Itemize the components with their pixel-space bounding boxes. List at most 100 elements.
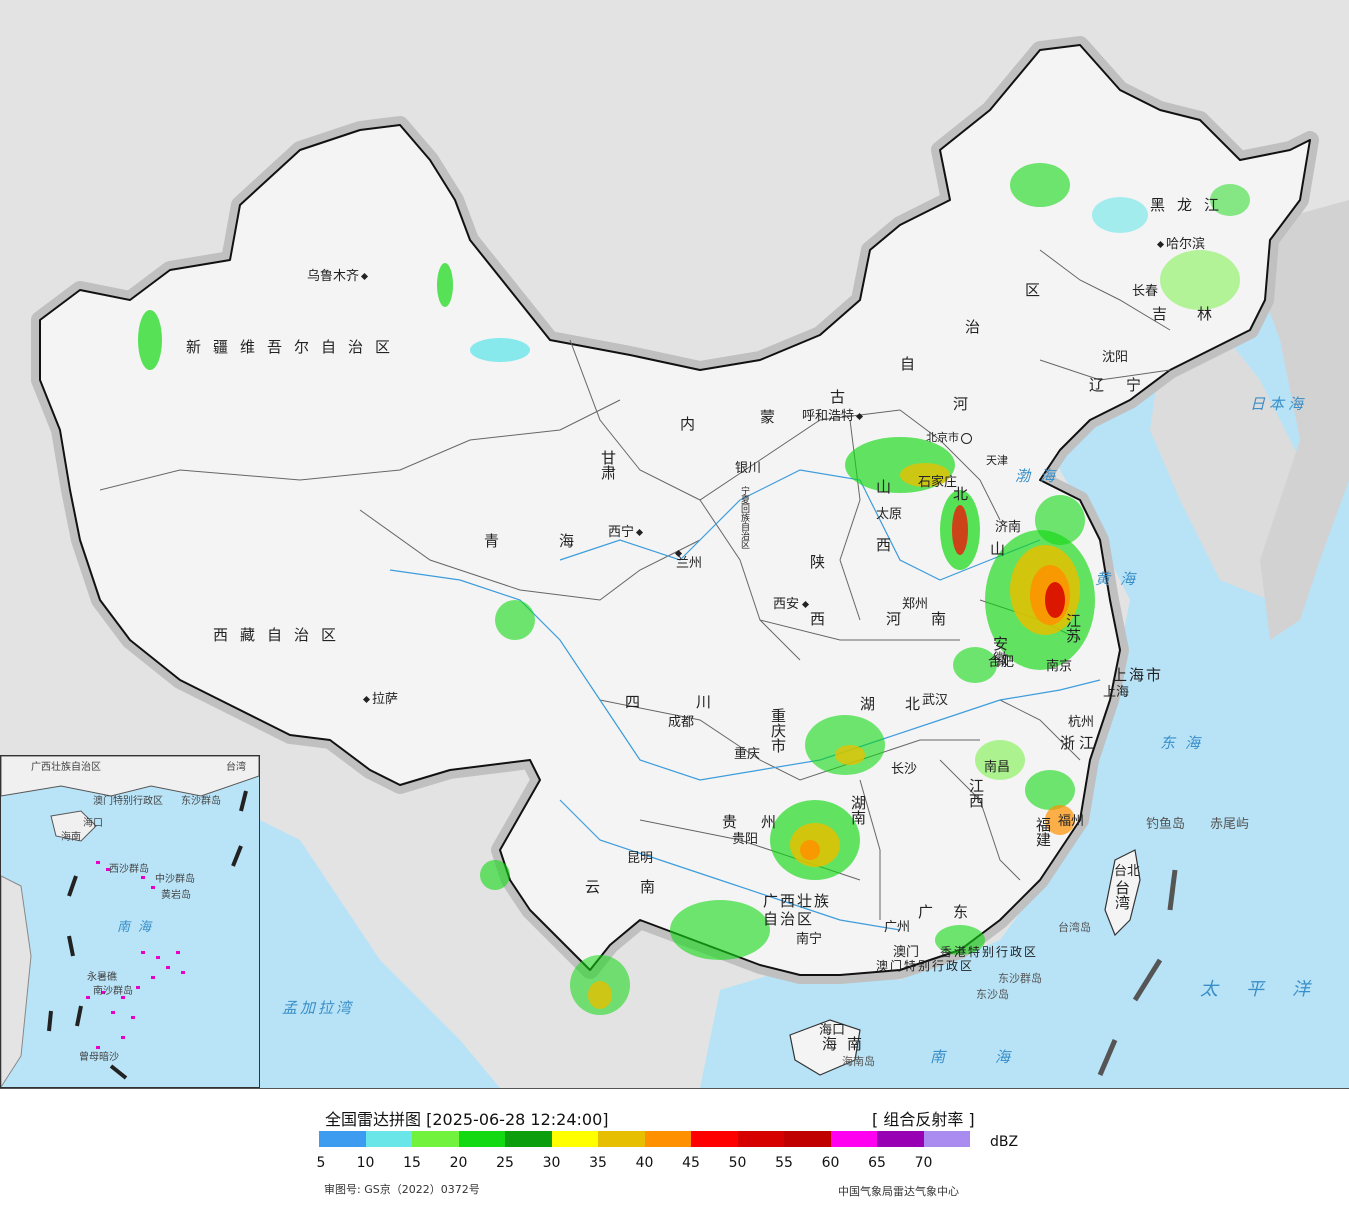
province-fujian: 福建 [1034, 817, 1052, 847]
island-chiwei: 赤尾屿 [1210, 817, 1250, 832]
agency-credit: 中国气象局雷达气象中心 [838, 1185, 959, 1198]
inset-dongsha: 东沙群岛 [181, 796, 221, 807]
color-swatch [598, 1131, 645, 1147]
city-urumqi: 乌鲁木齐 [307, 270, 370, 283]
province-guangxi: 广西壮族自治区 [763, 892, 832, 928]
city-changsha: 长沙 [891, 762, 918, 777]
city-chongqing: 重庆 [734, 747, 761, 762]
scale-tick-label: 30 [542, 1155, 561, 1171]
province-taiwan: 台湾 [1113, 880, 1131, 910]
scale-tick-label: 35 [589, 1155, 607, 1171]
map-approval-number: 审图号: GS京（2022）0372号 [324, 1183, 480, 1196]
scale-tick-label: 20 [449, 1155, 468, 1171]
inset-zengmu: 曾母暗沙 [79, 1052, 119, 1063]
city-xining: 西宁 [608, 526, 645, 539]
inset-zhongsha: 中沙群岛 [155, 874, 195, 885]
scale-tick-label: 55 [775, 1155, 793, 1171]
sea-bengal: 孟加拉湾 [282, 999, 355, 1017]
province-hebei-bei: 北 [953, 485, 981, 503]
sea-donghai: 东海 [1160, 734, 1211, 752]
city-wuhan: 武汉 [922, 693, 949, 708]
scale-tick-label: 65 [868, 1155, 886, 1171]
province-shaanxi-xi: 西 [810, 610, 838, 628]
sea-nanhai: 南海 [930, 1048, 1061, 1066]
city-nanning: 南宁 [796, 932, 823, 947]
province-xinjiang: 新疆维吾尔自治区 [186, 338, 403, 356]
city-guiyang: 贵阳 [732, 832, 759, 847]
sea-huanghai: 黄海 [1095, 570, 1146, 588]
province-qinghai: 青海 [484, 532, 635, 550]
province-shanxi-xi: 西 [876, 536, 904, 554]
bengal-sea-area [260, 820, 500, 1088]
province-shanghai: 上海市 [1112, 666, 1164, 684]
province-shaanxi-shan: 陕 [810, 553, 838, 571]
city-jinan: 济南 [995, 520, 1022, 535]
inset-taiwan: 台湾 [226, 762, 246, 773]
color-swatch [458, 1131, 505, 1147]
color-swatch [551, 1131, 598, 1147]
scale-tick-label: 15 [403, 1155, 421, 1171]
province-hk: 香港特别行政区 [940, 945, 1039, 959]
sea-boundary-dashes [1097, 869, 1178, 1076]
city-yinchuan: 银川 [735, 461, 762, 476]
city-macau: 澳门 [893, 945, 920, 960]
island-taiwan: 台湾岛 [1058, 921, 1091, 934]
island-dongsha: 东沙岛 [976, 988, 1009, 1001]
province-heilongjiang: 黑龙江 [1150, 196, 1232, 214]
color-swatch [784, 1131, 831, 1147]
province-zhejiang: 浙江 [1060, 734, 1099, 752]
city-shenyang: 沈阳 [1102, 350, 1129, 365]
city-lanzhou-label: 兰州 [676, 556, 703, 571]
inset-map [1, 756, 259, 1087]
province-yunnan: 云南 [585, 878, 696, 896]
south-china-sea-inset: 澳门特别行政区 广西壮族自治区 海口 海南 西沙群岛 中沙群岛 黄岩岛 南沙群岛… [0, 755, 260, 1088]
sea-bohai: 渤海 [1015, 467, 1066, 485]
scale-tick-label: 5 [316, 1155, 326, 1171]
color-swatch [644, 1131, 691, 1147]
sea-japan: 日本海 [1250, 395, 1308, 413]
province-macau: 澳门特别行政区 [876, 959, 975, 973]
korea-land [1150, 330, 1300, 600]
city-shanghai: 上海 [1103, 685, 1130, 700]
inset-huangyan: 黄岩岛 [161, 890, 191, 901]
city-chengdu: 成都 [668, 715, 695, 730]
color-swatch [691, 1131, 738, 1147]
province-jiangxi: 江西 [967, 778, 985, 808]
color-scale-bar [319, 1131, 970, 1147]
color-swatch [923, 1131, 970, 1147]
province-jiangsu: 江苏 [1064, 613, 1082, 643]
scale-tick-label: 50 [728, 1155, 747, 1171]
province-hainan: 海南 [822, 1035, 873, 1053]
province-anhui: 安徽 [991, 636, 1009, 666]
inset-hainan: 海南 [61, 832, 81, 843]
scale-tick-label: 40 [635, 1155, 654, 1171]
radar-echoes [138, 163, 1250, 1015]
city-guangzhou: 广州 [884, 920, 911, 935]
inset-xisha: 西沙群岛 [109, 864, 149, 875]
inset-nansha: 南沙群岛 [93, 986, 133, 997]
legend-product: [ 组合反射率 ] [872, 1110, 975, 1129]
island-hainan: 海南岛 [842, 1055, 875, 1068]
scale-tick-label: 70 [914, 1155, 933, 1171]
legend-title: 全国雷达拼图 [2025-06-28 12:24:00] [325, 1110, 609, 1129]
inset-sea-label: 南海 [117, 920, 160, 935]
color-swatch [505, 1131, 552, 1147]
city-changchun: 长春 [1132, 284, 1159, 299]
province-chongqing: 重庆市 [769, 708, 787, 753]
color-swatch [737, 1131, 784, 1147]
map-canvas [31, 36, 1349, 1088]
scale-tick-label: 10 [356, 1155, 375, 1171]
inset-yongshu: 永暑礁 [87, 972, 117, 983]
province-neimenggu-zi: 自 [900, 355, 928, 373]
province-xizang: 西藏自治区 [213, 626, 349, 644]
sea-pacific: 太平洋 [1200, 979, 1338, 1000]
province-neimenggu-qu: 区 [1025, 281, 1053, 299]
city-hohhot: 呼和浩特 [802, 410, 865, 423]
island-dongsha-group: 东沙群岛 [998, 972, 1042, 985]
province-gansu: 甘肃 [599, 450, 617, 480]
island-diaoyu: 钓鱼岛 [1146, 817, 1186, 832]
province-sichuan: 四川 [625, 693, 768, 711]
city-hefei: 合肥 [988, 655, 1015, 670]
scale-tick-label: 60 [821, 1155, 840, 1171]
city-lhasa: 拉萨 [362, 693, 398, 706]
